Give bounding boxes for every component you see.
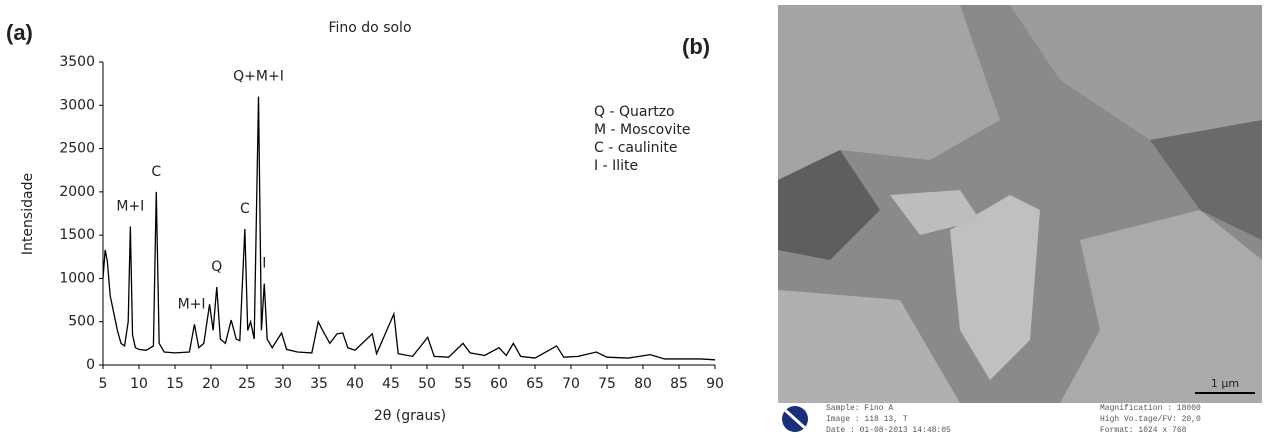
data-line: [102, 96, 716, 361]
y-tick-label: 2500: [59, 141, 95, 157]
x-tick-label: 15: [166, 376, 184, 392]
chart-title: Fino do solo: [328, 20, 411, 36]
peak-annotation: Q: [211, 259, 222, 275]
x-tick-label: 5: [99, 376, 108, 392]
sem-info: High Vo.tage/FV: 20,0: [1100, 415, 1201, 424]
y-tick-label: 2000: [59, 184, 95, 200]
y-tick-label: 1000: [59, 270, 95, 286]
x-tick-label: 35: [310, 376, 328, 392]
legend-note: M - Moscovite: [594, 122, 691, 138]
scale-bar-label: 1 µm: [1211, 377, 1239, 390]
peak-annotation: C: [240, 201, 250, 217]
x-tick-label: 75: [598, 376, 616, 392]
sem-info: Date : 01-08-2013 14:48:05: [826, 426, 951, 435]
peak-annotation: C: [151, 164, 161, 180]
y-tick-label: 3000: [59, 97, 95, 113]
y-tick-label: 1500: [59, 227, 95, 243]
x-axis-label: 2θ (graus): [374, 408, 446, 424]
x-tick-label: 20: [202, 376, 220, 392]
sem-image: 1 µm Sample: Fino A Image : 118 13, T Da…: [778, 5, 1262, 435]
legend-note: Q - Quartzo: [594, 104, 675, 120]
legend-note: C - caulinite: [594, 140, 678, 156]
peak-annotation: M+I: [178, 296, 206, 312]
peak-annotation: M+I: [116, 199, 144, 215]
x-tick-label: 90: [706, 376, 724, 392]
legend-note: I - Ilite: [594, 158, 638, 174]
y-axis-label: Intensidade: [20, 173, 36, 255]
peak-annotation: I: [262, 256, 266, 272]
y-tick-label: 500: [68, 314, 95, 330]
sem-info: Format: 1024 x 768: [1100, 426, 1187, 435]
chart: 0 500 1000 1500 2000 2500 3000 3500 5 10 15 20 25 30 3…: [59, 54, 724, 392]
peak-annotation: Q+M+I: [233, 69, 284, 85]
x-tick-label: 25: [238, 376, 256, 392]
x-tick-label: 45: [382, 376, 400, 392]
x-tick-label: 60: [490, 376, 508, 392]
x-tick-label: 50: [418, 376, 436, 392]
y-tick-label: 3500: [59, 54, 95, 70]
sem-info: Sample: Fino A: [826, 404, 893, 413]
x-tick-label: 85: [670, 376, 688, 392]
x-tick-label: 30: [274, 376, 292, 392]
sem-info: Image : 118 13, T: [826, 415, 908, 424]
y-tick-label: 0: [86, 357, 95, 373]
x-tick-label: 65: [526, 376, 544, 392]
panel-label: (b): [682, 34, 710, 59]
x-tick-label: 70: [562, 376, 580, 392]
x-tick-label: 10: [130, 376, 148, 392]
panel-label: (a): [6, 20, 33, 45]
x-tick-label: 40: [346, 376, 364, 392]
sem-info: Magnification : 18000: [1100, 404, 1201, 413]
x-tick-label: 55: [454, 376, 472, 392]
x-tick-label: 80: [634, 376, 652, 392]
